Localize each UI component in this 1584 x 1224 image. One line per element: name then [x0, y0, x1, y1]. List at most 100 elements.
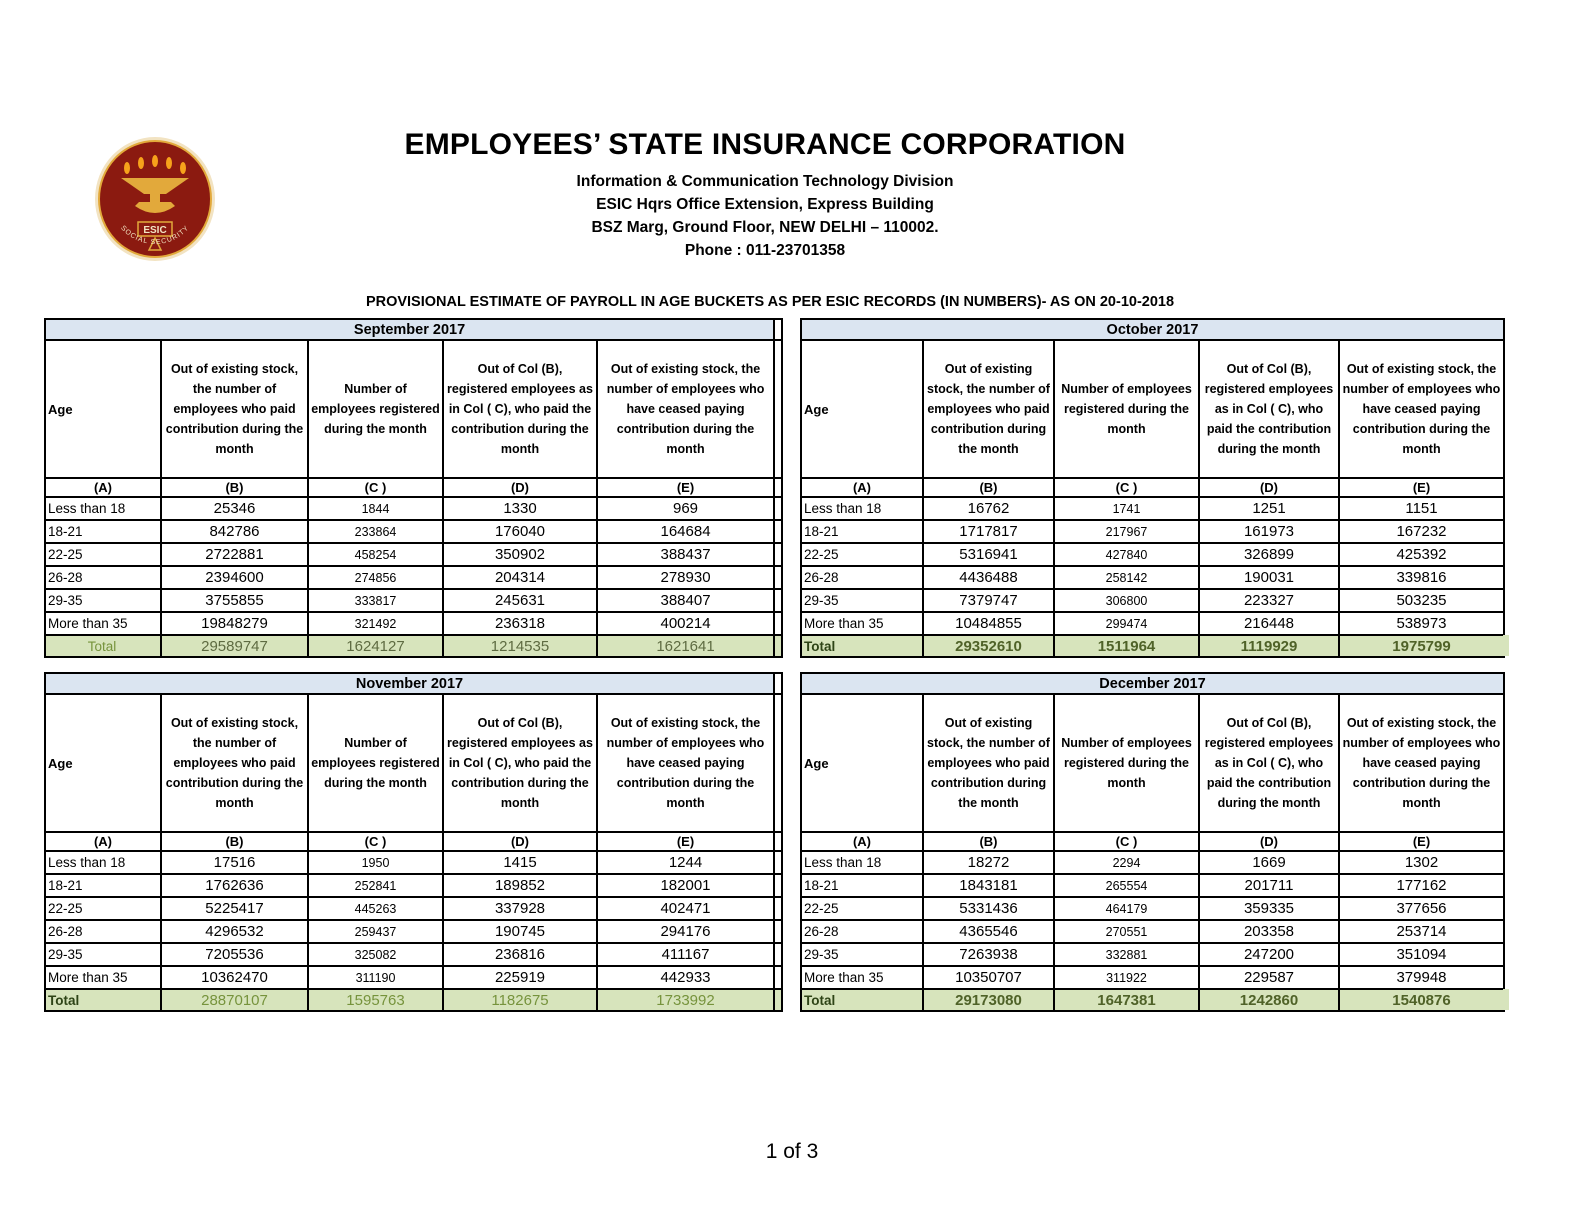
value-cell: 379948 — [1338, 965, 1505, 990]
age-column-header: Age — [44, 693, 162, 833]
column-letter-E: (E) — [596, 831, 775, 852]
column-letter-D: (D) — [1198, 477, 1340, 498]
payroll-table: October 2017 Age Out of existing stock, th… — [800, 318, 1505, 658]
row-spacer-cell — [773, 588, 784, 613]
address-line-4: Phone : 011-23701358 — [684, 242, 846, 259]
value-cell: 1843181 — [922, 873, 1055, 898]
age-row-label: 26-28 — [44, 565, 162, 590]
value-cell: 201711 — [1198, 873, 1340, 898]
esic-logo-graphic: ESIC SOCIAL SECURITY — [95, 137, 215, 261]
column-header-D: Out of Col (B), registered employees as … — [442, 339, 598, 479]
total-value-cell: 29173080 — [922, 988, 1055, 1012]
value-cell: 388407 — [595, 588, 776, 613]
total-spacer-cell — [773, 988, 783, 1012]
value-cell: 190031 — [1198, 565, 1340, 590]
total-row: Total 29173080 1647381 1242860 1540876 — [800, 988, 1505, 1012]
value-cell: 400214 — [595, 611, 776, 636]
value-cell: 204314 — [442, 565, 598, 590]
value-cell: 253714 — [1338, 919, 1505, 944]
age-row-label: 26-28 — [800, 565, 924, 590]
month-table-1: September 2017 Age Out of existing stock, … — [43, 318, 784, 658]
row-spacer-cell — [773, 611, 784, 636]
value-cell: 247200 — [1198, 942, 1340, 967]
row-spacer-cell — [773, 519, 784, 544]
total-row-label: Total — [44, 634, 162, 658]
month-band-row: December 2017 — [800, 672, 1505, 695]
table-row: Less than 18 18272 2294 1669 1302 — [800, 850, 1505, 875]
age-row-label: 26-28 — [800, 919, 924, 944]
total-row-label: Total — [44, 988, 162, 1012]
value-cell: 10484855 — [922, 611, 1055, 636]
value-cell: 236816 — [442, 942, 598, 967]
total-value-cell: 1511964 — [1053, 634, 1200, 658]
value-cell: 503235 — [1338, 588, 1505, 613]
total-row-label: Total — [800, 988, 924, 1012]
table-row: 18-21 842786 233864 176040 164684 — [44, 519, 784, 544]
table-row: 22-25 2722881 458254 350902 388437 — [44, 542, 784, 567]
total-value-cell: 1647381 — [1053, 988, 1200, 1012]
payroll-table: September 2017 Age Out of existing stock, … — [43, 318, 784, 658]
month-band: December 2017 — [800, 672, 1505, 695]
row-spacer-cell — [773, 942, 783, 967]
column-letter-D: (D) — [442, 831, 598, 852]
value-cell: 402471 — [596, 896, 775, 921]
column-header-row: Age Out of existing stock, the number of … — [800, 693, 1505, 833]
column-header-D: Out of Col (B), registered employees as … — [1198, 339, 1340, 479]
total-value-cell: 1182675 — [442, 988, 598, 1012]
value-cell: 167232 — [1338, 519, 1505, 544]
column-letter-row: (A) (B) (C ) (D) (E) — [44, 831, 783, 852]
table-row: Less than 18 25346 1844 1330 969 — [44, 496, 784, 521]
value-cell: 161973 — [1198, 519, 1340, 544]
payroll-table: December 2017 Age Out of existing stock, t… — [800, 672, 1505, 1012]
value-cell: 229587 — [1198, 965, 1340, 990]
value-cell: 1251 — [1198, 496, 1340, 521]
value-cell: 10362470 — [160, 965, 309, 990]
value-cell: 258142 — [1053, 565, 1200, 590]
address-line-3: BSZ Marg, Ground Floor, NEW DELHI – 1100… — [591, 219, 939, 236]
value-cell: 236318 — [442, 611, 598, 636]
month-table-3: November 2017 Age Out of existing stock, t… — [44, 672, 783, 1012]
value-cell: 1669 — [1198, 850, 1340, 875]
value-cell: 4296532 — [160, 919, 309, 944]
age-row-label: Less than 18 — [800, 850, 924, 875]
table-row: More than 35 10362470 311190 225919 442933 — [44, 965, 783, 990]
age-row-label: 18-21 — [800, 519, 924, 544]
row-spacer-cell — [773, 965, 783, 990]
month-band: September 2017 — [43, 318, 776, 341]
age-row-label: More than 35 — [800, 611, 924, 636]
column-letter-B: (B) — [922, 477, 1055, 498]
table-row: 26-28 4365546 270551 203358 253714 — [800, 919, 1505, 944]
column-header-E: Out of existing stock, the number of emp… — [1338, 693, 1505, 833]
value-cell: 1415 — [442, 850, 598, 875]
column-header-row: Age Out of existing stock, the number of … — [44, 339, 784, 479]
column-letter-B: (B) — [922, 831, 1055, 852]
value-cell: 1151 — [1338, 496, 1505, 521]
value-cell: 3755855 — [160, 588, 309, 613]
age-row-label: 22-25 — [800, 896, 924, 921]
age-row-label: Less than 18 — [44, 850, 162, 875]
report-title: PROVISIONAL ESTIMATE OF PAYROLL IN AGE B… — [365, 294, 1175, 310]
value-cell: 18272 — [922, 850, 1055, 875]
month-band: November 2017 — [44, 672, 775, 695]
row-spacer-cell — [773, 896, 783, 921]
month-band-row: October 2017 — [800, 318, 1505, 341]
total-value-cell: 1540876 — [1338, 988, 1505, 1012]
age-row-label: 29-35 — [800, 942, 924, 967]
table-row: 18-21 1762636 252841 189852 182001 — [44, 873, 783, 898]
value-cell: 16762 — [922, 496, 1055, 521]
age-row-label: 26-28 — [44, 919, 162, 944]
total-value-cell: 28870107 — [160, 988, 309, 1012]
column-header-C: Number of employees registered during th… — [307, 693, 444, 833]
column-header-B: Out of existing stock, the number of emp… — [922, 339, 1055, 479]
lamp-icon — [121, 178, 189, 213]
column-header-B: Out of existing stock, the number of emp… — [160, 339, 309, 479]
table-row: More than 35 10350707 311922 229587 379948 — [800, 965, 1505, 990]
value-cell: 182001 — [596, 873, 775, 898]
column-letter-row: (A) (B) (C ) (D) (E) — [800, 831, 1505, 852]
value-cell: 270551 — [1053, 919, 1200, 944]
value-cell: 4436488 — [922, 565, 1055, 590]
column-header-C: Number of employees registered during th… — [1053, 693, 1200, 833]
value-cell: 1844 — [307, 496, 444, 521]
value-cell: 164684 — [595, 519, 776, 544]
age-row-label: 22-25 — [44, 896, 162, 921]
